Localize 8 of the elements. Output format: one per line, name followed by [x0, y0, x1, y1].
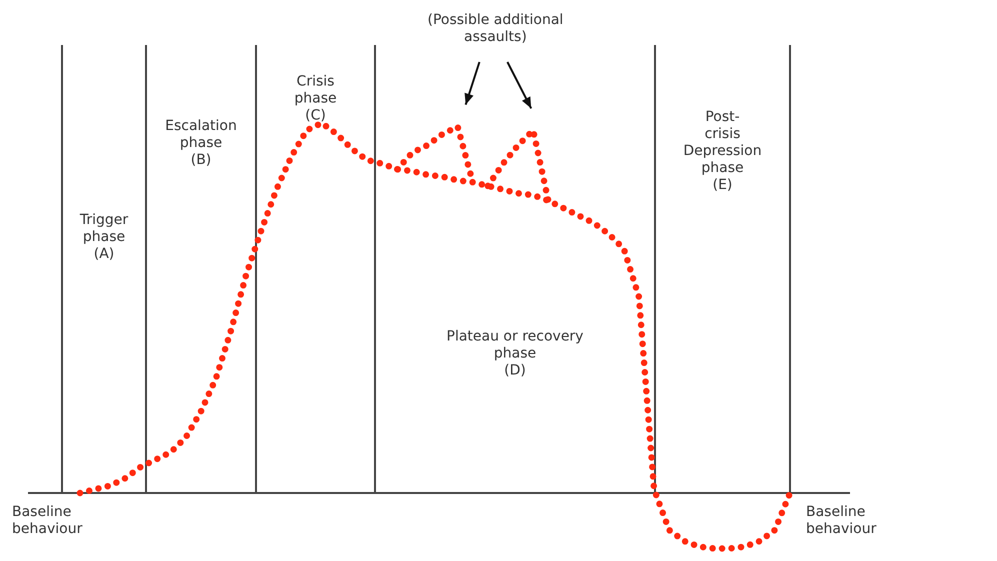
annotation: Crisis phase (C) [294, 73, 337, 124]
annotation: Baseline behaviour [12, 504, 83, 537]
annotation: Plateau or recovery phase (D) [446, 328, 584, 379]
text: (Possible additional assaults) [428, 12, 564, 45]
annotation: Escalation phase (B) [165, 118, 237, 168]
text: Baseline behaviour [806, 504, 877, 537]
annotation: Trigger phase (A) [78, 212, 128, 262]
annotation: Post- crisis Depression phase (E) [683, 109, 762, 194]
